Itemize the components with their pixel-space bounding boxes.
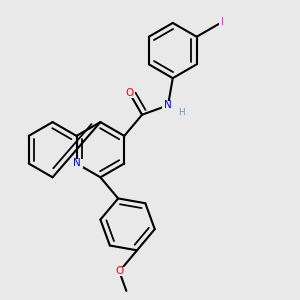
Text: N: N	[164, 100, 172, 110]
Bar	[219, 17, 227, 26]
Bar	[70, 159, 83, 168]
Bar	[162, 100, 174, 110]
Text: O: O	[115, 266, 123, 277]
Text: I: I	[221, 16, 224, 27]
Text: O: O	[125, 88, 134, 98]
Text: H: H	[178, 108, 184, 117]
Text: N: N	[73, 158, 80, 169]
Bar	[114, 267, 125, 276]
Bar	[124, 89, 135, 98]
